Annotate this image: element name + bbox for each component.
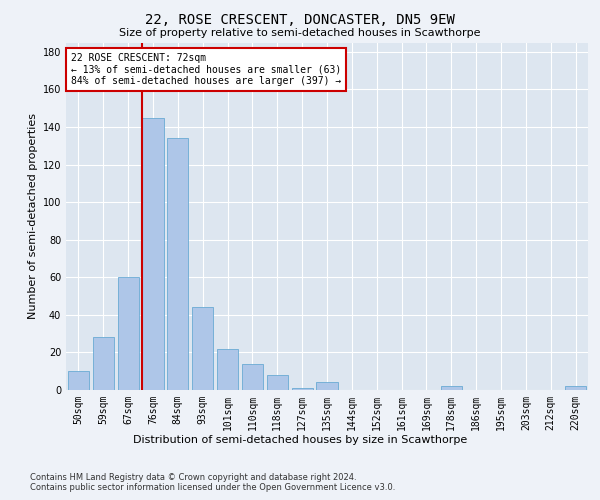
- Bar: [142, 118, 164, 390]
- Bar: [441, 386, 462, 390]
- Bar: [242, 364, 263, 390]
- Bar: [565, 386, 586, 390]
- Bar: [217, 348, 238, 390]
- Text: 22, ROSE CRESCENT, DONCASTER, DN5 9EW: 22, ROSE CRESCENT, DONCASTER, DN5 9EW: [145, 12, 455, 26]
- Y-axis label: Number of semi-detached properties: Number of semi-detached properties: [28, 114, 38, 320]
- Bar: [267, 375, 288, 390]
- Text: Distribution of semi-detached houses by size in Scawthorpe: Distribution of semi-detached houses by …: [133, 435, 467, 445]
- Bar: [68, 371, 89, 390]
- Text: Contains public sector information licensed under the Open Government Licence v3: Contains public sector information licen…: [30, 484, 395, 492]
- Bar: [192, 308, 213, 390]
- Bar: [292, 388, 313, 390]
- Text: Contains HM Land Registry data © Crown copyright and database right 2024.: Contains HM Land Registry data © Crown c…: [30, 472, 356, 482]
- Text: Size of property relative to semi-detached houses in Scawthorpe: Size of property relative to semi-detach…: [119, 28, 481, 38]
- Bar: [118, 278, 139, 390]
- Bar: [167, 138, 188, 390]
- Bar: [93, 338, 114, 390]
- Bar: [316, 382, 338, 390]
- Text: 22 ROSE CRESCENT: 72sqm
← 13% of semi-detached houses are smaller (63)
84% of se: 22 ROSE CRESCENT: 72sqm ← 13% of semi-de…: [71, 53, 341, 86]
